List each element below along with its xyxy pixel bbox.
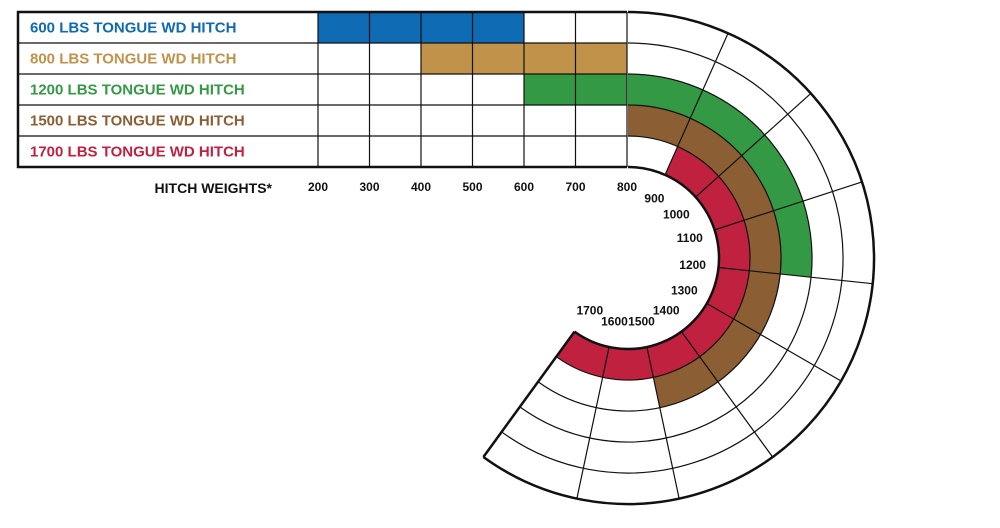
tick-label: 1000 <box>663 208 690 222</box>
radial-gridline <box>714 181 863 231</box>
series-label: 1500 LBS TONGUE WD HITCH <box>30 113 245 130</box>
arc-gridline <box>501 42 844 474</box>
grid-lines <box>16 10 876 506</box>
radial-gridline <box>681 331 774 458</box>
arc-gridline <box>573 165 721 351</box>
tick-label: 600 <box>514 180 534 194</box>
tick-label: 1600 <box>601 315 628 329</box>
arc-gridline <box>519 73 813 443</box>
axis-title: HITCH WEIGHTS* <box>155 180 273 196</box>
tick-label: 900 <box>644 192 664 206</box>
series-label: 600 LBS TONGUE WD HITCH <box>30 20 236 37</box>
arc-gridline <box>482 10 876 506</box>
tick-label: 800 <box>617 180 637 194</box>
arc-gridline <box>537 104 782 412</box>
radial-gridline <box>482 330 576 458</box>
series-label: 1200 LBS TONGUE WD HITCH <box>30 82 245 99</box>
tick-label: 1500 <box>628 315 655 329</box>
tick-label: 1100 <box>677 231 703 245</box>
tick-label: 400 <box>411 180 431 194</box>
series-band-arc <box>628 74 812 278</box>
radial-gridline <box>664 33 729 176</box>
tick-label: 1200 <box>679 258 706 272</box>
tick-labels: 200 300 400 500 600 700 800 900 1000 1100 1200 1300… <box>308 180 706 329</box>
arc-gridline <box>555 135 751 381</box>
series-band-arc <box>628 105 782 408</box>
tick-label: 500 <box>462 180 482 194</box>
tick-label: 1700 <box>576 304 603 318</box>
tick-label: 1300 <box>671 284 698 298</box>
grid-frame <box>16 10 627 169</box>
tick-label: 700 <box>565 180 585 194</box>
radial-gridline <box>718 266 873 285</box>
tick-label: 1400 <box>653 304 680 318</box>
series-band-arc <box>556 146 750 381</box>
series-bands <box>318 12 812 408</box>
radial-gridline <box>576 346 610 499</box>
radial-gridline <box>646 346 680 499</box>
series-labels: 600 LBS TONGUE WD HITCH 800 LBS TONGUE WD… <box>30 20 245 161</box>
series-label: 800 LBS TONGUE WD HITCH <box>30 51 236 68</box>
tick-label: 200 <box>308 180 328 194</box>
radial-gridline <box>706 302 842 382</box>
tick-label: 300 <box>359 180 379 194</box>
radial-gridline <box>695 92 812 198</box>
series-label: 1700 LBS TONGUE WD HITCH <box>30 144 245 161</box>
